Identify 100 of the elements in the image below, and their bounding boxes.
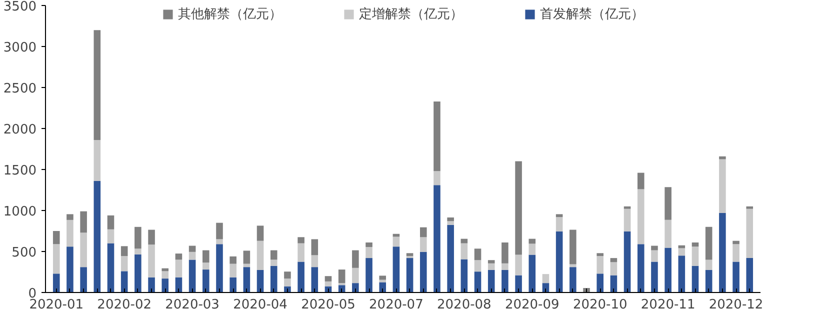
bar xyxy=(148,277,155,292)
bar xyxy=(338,270,346,284)
bar xyxy=(256,270,264,292)
bar xyxy=(80,232,87,268)
bar xyxy=(284,278,291,286)
legend-label: 首发解禁（亿元） xyxy=(540,6,644,23)
bar xyxy=(352,283,359,292)
bar xyxy=(107,215,114,230)
bar xyxy=(216,239,223,244)
bar xyxy=(148,244,155,278)
bar xyxy=(406,258,414,292)
bar xyxy=(542,274,550,284)
bar xyxy=(502,263,508,270)
bar xyxy=(120,246,128,256)
bar xyxy=(692,266,699,292)
bar xyxy=(528,254,536,292)
bar xyxy=(366,258,372,292)
bar xyxy=(324,281,332,286)
x-tick-label: 2020-07 xyxy=(369,298,424,312)
bar xyxy=(610,258,618,262)
bar xyxy=(298,237,304,244)
y-tick-label: 3000 xyxy=(3,40,37,56)
x-tick-label: 2020-03 xyxy=(165,298,220,312)
y-tick-label: 2500 xyxy=(3,82,37,96)
bar xyxy=(230,256,236,264)
bar xyxy=(352,268,359,284)
bar xyxy=(311,267,318,292)
bar xyxy=(746,206,754,209)
bar xyxy=(502,270,508,292)
y-tick-label: 3500 xyxy=(3,0,37,14)
bar xyxy=(230,277,236,292)
bar xyxy=(202,250,210,263)
bar xyxy=(243,267,250,292)
bar xyxy=(515,254,522,276)
x-tick-label: 2020-08 xyxy=(437,298,492,312)
bar xyxy=(107,243,114,292)
bar xyxy=(80,267,87,292)
x-tick-label: 2020-09 xyxy=(504,298,560,312)
bar xyxy=(298,262,304,292)
bar xyxy=(298,243,304,262)
bar xyxy=(732,240,740,244)
bar xyxy=(692,242,699,247)
bar xyxy=(120,271,128,292)
bar xyxy=(434,101,440,172)
bar xyxy=(678,256,686,292)
x-tick-label: 2020-02 xyxy=(97,298,152,312)
bar xyxy=(719,156,726,160)
bar xyxy=(80,211,87,233)
bar xyxy=(502,242,508,264)
bar xyxy=(216,222,223,240)
bar xyxy=(134,226,142,249)
bar xyxy=(284,272,291,279)
bar xyxy=(270,250,278,260)
bar xyxy=(270,266,278,292)
x-tick-label: 2020-10 xyxy=(572,298,628,312)
x-tick-label: 2020-12 xyxy=(708,298,764,312)
bar xyxy=(746,258,754,292)
bar xyxy=(134,248,142,254)
bar xyxy=(664,187,672,220)
bar xyxy=(528,238,536,244)
y-tick-label: 1000 xyxy=(3,204,37,220)
bar xyxy=(175,260,182,278)
bar xyxy=(434,171,440,186)
bar xyxy=(692,246,699,266)
bar xyxy=(637,172,644,190)
bar xyxy=(230,264,236,278)
bar xyxy=(366,246,372,258)
bar xyxy=(324,276,332,282)
bar xyxy=(474,248,482,260)
y-tick-label: 1500 xyxy=(3,164,37,178)
bar xyxy=(705,226,712,260)
bar xyxy=(488,270,495,292)
bar xyxy=(732,262,740,292)
bar xyxy=(366,242,372,247)
bar xyxy=(447,217,454,222)
bar xyxy=(624,231,631,292)
bar xyxy=(732,244,740,262)
bar xyxy=(162,278,169,292)
bar xyxy=(188,252,196,260)
bar xyxy=(175,254,182,260)
bar xyxy=(392,246,400,292)
bar xyxy=(596,253,604,256)
y-tick-label: 500 xyxy=(12,246,37,260)
bar xyxy=(474,272,482,292)
bar xyxy=(651,246,658,250)
bar xyxy=(637,244,644,292)
bar xyxy=(488,260,495,264)
bar xyxy=(651,262,658,292)
bar xyxy=(52,274,60,292)
bar xyxy=(556,217,563,232)
bar xyxy=(637,189,644,244)
bar xyxy=(596,256,604,274)
bar xyxy=(66,246,74,292)
bar xyxy=(94,30,101,140)
bar xyxy=(94,140,101,181)
bar xyxy=(705,270,712,292)
bar xyxy=(352,250,359,268)
x-tick-label: 2020-11 xyxy=(640,298,696,312)
bar xyxy=(202,262,210,270)
bar xyxy=(256,226,264,241)
